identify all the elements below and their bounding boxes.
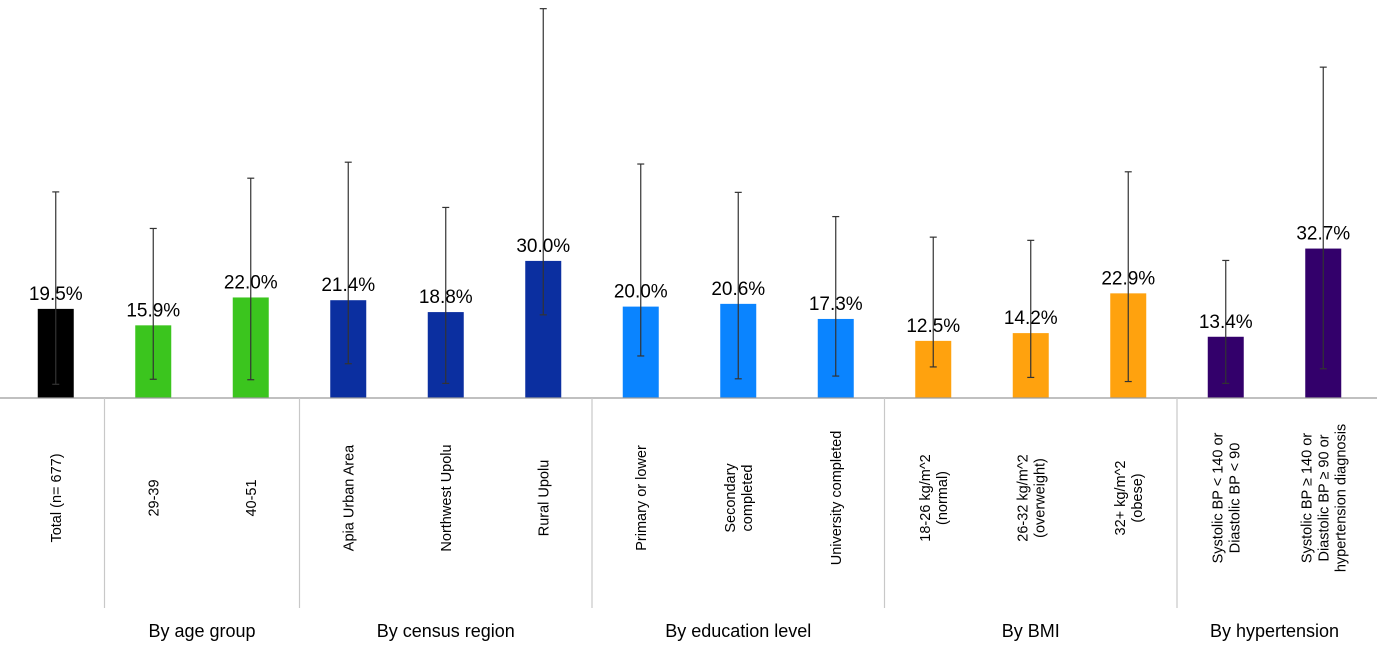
error-bar-3 bbox=[344, 161, 352, 365]
value-label-8: 17.3% bbox=[809, 294, 863, 315]
error-bar-6 bbox=[637, 163, 645, 357]
category-label-6: Primary or lower bbox=[634, 445, 650, 551]
error-bar-0 bbox=[52, 191, 60, 385]
value-label-6: 20.0% bbox=[614, 282, 668, 303]
category-label-13: Systolic BP ≥ 140 orDiastolic BP ≥ 90 or… bbox=[1299, 424, 1349, 572]
error-bar-7 bbox=[734, 191, 742, 380]
category-label-0: Total (n= 677) bbox=[49, 453, 65, 542]
value-labels-layer: 19.5% 15.9% 22.0% 21.4% 18.8% 30.0% 20.0% 20.6%… bbox=[29, 224, 1350, 337]
error-bar-4 bbox=[442, 206, 450, 384]
group-label-4: By BMI bbox=[1002, 621, 1060, 641]
value-label-7: 20.6% bbox=[711, 279, 765, 300]
error-bar-11 bbox=[1124, 171, 1132, 383]
value-label-13: 32.7% bbox=[1296, 224, 1350, 245]
error-bar-5 bbox=[539, 8, 547, 316]
category-label-3: Apia Urban Area bbox=[341, 444, 357, 551]
value-label-4: 18.8% bbox=[419, 287, 473, 308]
category-label-10: 26-32 kg/m^2(overweight) bbox=[1015, 454, 1048, 541]
error-bar-8 bbox=[832, 215, 840, 377]
error-bar-12 bbox=[1222, 259, 1230, 384]
value-label-9: 12.5% bbox=[906, 316, 960, 337]
value-label-11: 22.9% bbox=[1101, 268, 1155, 289]
value-label-3: 21.4% bbox=[321, 275, 375, 296]
group-label-1: By age group bbox=[148, 621, 255, 641]
group-label-3: By education level bbox=[665, 621, 811, 641]
category-label-4: Northwest Upolu bbox=[439, 444, 455, 551]
category-label-11: 32+ kg/m^2(obese) bbox=[1113, 461, 1146, 536]
value-label-0: 19.5% bbox=[29, 284, 83, 305]
value-label-1: 15.9% bbox=[126, 300, 180, 321]
group-labels: By age group By census region By education… bbox=[148, 621, 1339, 641]
value-label-5: 30.0% bbox=[516, 236, 570, 257]
category-label-9: 18-26 kg/m^2(normal) bbox=[918, 454, 951, 541]
error-bars-layer bbox=[52, 8, 1327, 385]
category-label-1: 29-39 bbox=[146, 479, 162, 516]
error-bar-13 bbox=[1319, 66, 1327, 370]
value-label-12: 13.4% bbox=[1199, 312, 1253, 333]
category-label-12: Systolic BP < 140 orDiastolic BP < 90 bbox=[1210, 432, 1243, 563]
error-bar-1 bbox=[149, 227, 157, 380]
group-label-5: By hypertension bbox=[1210, 621, 1339, 641]
category-label-7: Secondarycompleted bbox=[723, 463, 756, 533]
group-separators bbox=[103, 398, 1178, 608]
group-label-2: By census region bbox=[377, 621, 515, 641]
category-label-5: Rural Upolu bbox=[536, 460, 552, 537]
value-label-2: 22.0% bbox=[224, 272, 278, 293]
error-bar-10 bbox=[1027, 239, 1035, 379]
error-bar-9 bbox=[929, 236, 937, 368]
error-bar-2 bbox=[247, 177, 255, 381]
category-label-2: 40-51 bbox=[244, 479, 260, 516]
value-label-10: 14.2% bbox=[1004, 308, 1058, 329]
category-label-8: University completed bbox=[829, 431, 845, 566]
category-labels: Total (n= 677) 29-39 40-51 Apia Urban Area N… bbox=[49, 424, 1350, 572]
